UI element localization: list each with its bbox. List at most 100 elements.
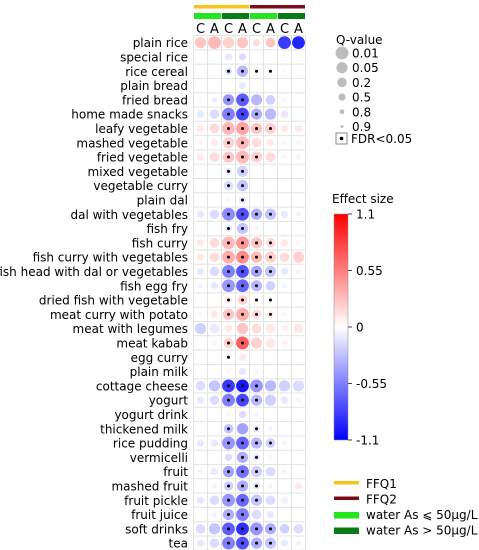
heatmap-cell <box>264 394 277 406</box>
heatmap-cell <box>199 412 202 416</box>
heatmap-cell <box>196 267 205 276</box>
heatmap-cell <box>250 94 263 106</box>
heatmap-cell <box>194 323 207 335</box>
heatmap-cell <box>212 483 217 489</box>
heatmap-cell <box>283 455 286 459</box>
heatmap-cell <box>213 84 216 88</box>
heatmap-cell <box>196 396 205 404</box>
heatmap-cell <box>227 198 230 202</box>
column-label: C <box>224 22 233 37</box>
heatmap-cell <box>283 198 286 202</box>
heatmap-cell <box>297 298 300 302</box>
heatmap-cell <box>280 496 289 504</box>
fdr-marker <box>255 527 258 531</box>
heatmap-cell <box>265 338 276 348</box>
heatmap-cell <box>292 36 305 50</box>
heatmap-cell <box>196 539 205 547</box>
fdr-marker <box>269 212 272 216</box>
heatmap-cell <box>297 470 300 474</box>
heatmap-cell <box>210 439 219 447</box>
heatmap-cell <box>268 483 273 489</box>
fdr-marker <box>241 470 244 474</box>
fdr-marker <box>227 69 230 73</box>
heatmap-cell <box>198 283 203 289</box>
qvalue-legend-title: Q-value <box>336 33 383 47</box>
qvalue-legend-label: 0.5 <box>352 91 371 105</box>
row-label: rice pudding <box>113 437 188 451</box>
water-group-bar <box>222 13 249 19</box>
heatmap-cell <box>250 337 263 349</box>
row-label: mixed vegetable <box>88 165 188 179</box>
heatmap-cell <box>296 154 301 160</box>
fdr-marker <box>227 126 230 130</box>
heatmap-cells <box>194 36 305 550</box>
heatmap-cell <box>282 140 287 146</box>
heatmap-cell <box>255 169 258 173</box>
fdr-marker <box>241 169 244 173</box>
column-label: C <box>252 22 261 37</box>
fdr-marker <box>241 141 244 145</box>
heatmap-cell <box>297 412 300 416</box>
heatmap-cell <box>199 55 202 59</box>
fdr-marker <box>269 312 272 316</box>
column-label: C <box>280 22 289 37</box>
heatmap-cell <box>280 396 289 404</box>
fdr-marker <box>255 455 258 459</box>
fdr-marker <box>255 298 258 302</box>
column-label: A <box>266 22 275 37</box>
heatmap-cell <box>297 184 300 188</box>
fdr-marker <box>227 484 230 488</box>
heatmap-cell <box>282 440 287 446</box>
fdr-marker <box>241 513 244 517</box>
heatmap-cell <box>255 55 258 59</box>
heatmap-cell <box>278 36 291 50</box>
heatmap-cell <box>280 110 289 118</box>
ffq-group-bar <box>250 5 305 9</box>
heatmap-cell <box>269 227 272 231</box>
fdr-marker <box>255 212 258 216</box>
fdr-marker <box>227 298 230 302</box>
heatmap-cell <box>209 109 220 119</box>
heatmap-cell <box>213 198 216 202</box>
fdr-marker <box>227 255 230 259</box>
heatmap-cell <box>269 55 272 59</box>
heatmap-cell <box>296 540 301 546</box>
heatmap-cell <box>283 169 286 173</box>
fdr-marker <box>241 312 244 316</box>
heatmap-cell <box>198 469 203 475</box>
column-group-bars <box>194 5 305 19</box>
row-label: soft drinks <box>125 522 188 536</box>
heatmap-cell <box>222 37 235 49</box>
row-label: vermicelli <box>130 451 188 465</box>
fdr-marker <box>255 112 258 116</box>
ffq-group-bar <box>194 5 249 9</box>
heatmap-cell <box>208 380 221 392</box>
fdr-marker <box>255 498 258 502</box>
fdr-marker <box>227 470 230 474</box>
heatmap-cell <box>238 81 247 90</box>
fdr-marker <box>227 541 230 545</box>
heatmap-cell <box>292 380 305 392</box>
fdr-marker <box>241 155 244 159</box>
heatmap-cell <box>283 513 286 517</box>
heatmap-cell <box>297 370 300 374</box>
fdr-marker <box>269 241 272 245</box>
heatmap-cell <box>196 253 205 261</box>
heatmap-cell <box>280 210 289 218</box>
heatmap-cell <box>280 267 289 276</box>
heatmap-cell <box>283 412 286 416</box>
fdr-marker <box>241 126 244 130</box>
heatmap-cell <box>269 412 272 416</box>
heatmap-cell <box>196 110 205 118</box>
heatmap-cell <box>251 509 262 520</box>
fdr-marker <box>241 384 244 388</box>
heatmap-cell <box>213 427 216 431</box>
row-label: fruit pickle <box>124 494 188 508</box>
heatmap-cell <box>224 453 233 461</box>
qvalue-legend-label: 0.8 <box>352 105 371 119</box>
row-label: mashed vegetable <box>76 136 188 150</box>
heatmap-cell <box>209 252 220 262</box>
heatmap-cell <box>264 380 277 392</box>
qvalue-legend-marker <box>336 62 348 74</box>
